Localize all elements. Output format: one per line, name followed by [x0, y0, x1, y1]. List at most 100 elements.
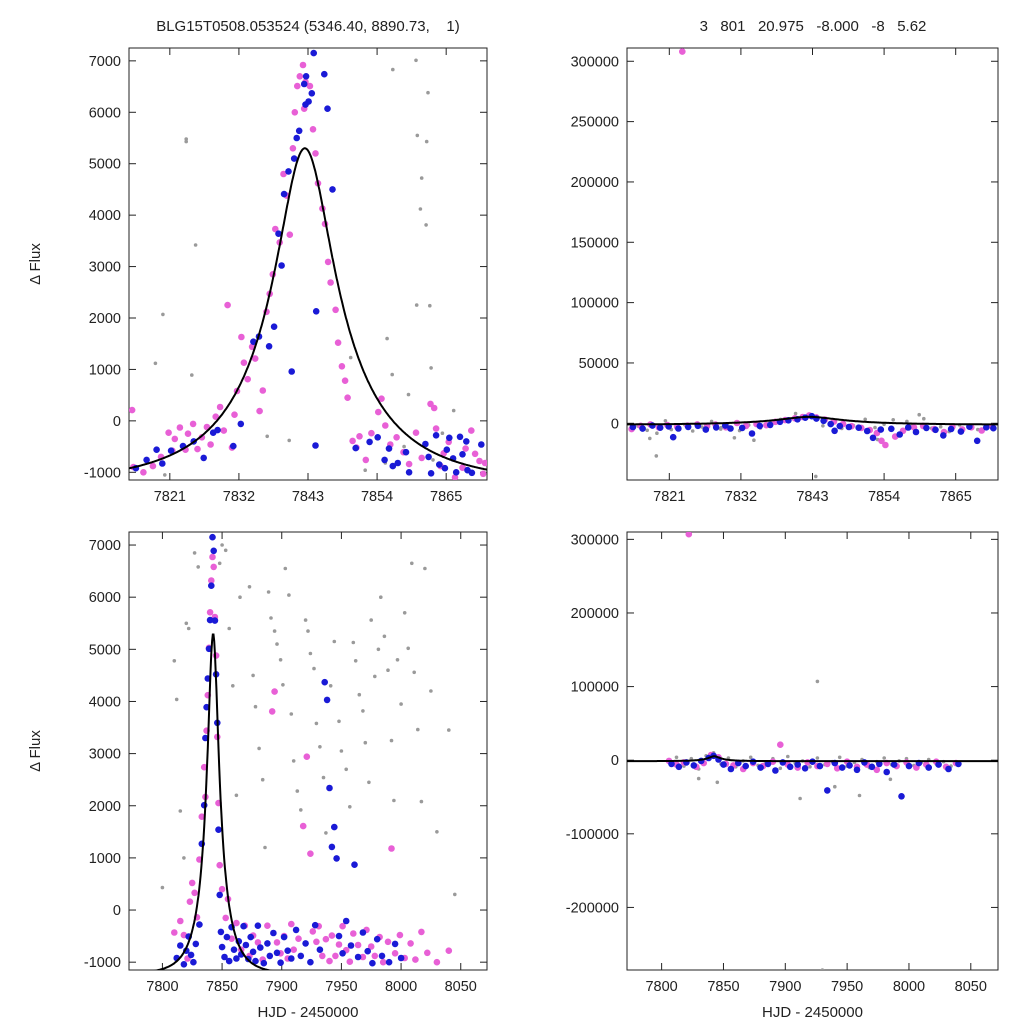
- data-point: [374, 434, 382, 441]
- data-point: [280, 170, 287, 178]
- data-point: [833, 765, 841, 772]
- data-point: [302, 940, 309, 947]
- data-point: [215, 826, 222, 833]
- data-point: [303, 753, 311, 760]
- x-tick-label: 7950: [325, 979, 357, 995]
- data-point: [275, 230, 282, 237]
- data-point: [327, 279, 334, 286]
- data-point: [905, 762, 913, 770]
- data-point: [237, 420, 245, 428]
- data-point: [869, 434, 877, 442]
- data-point: [824, 787, 831, 794]
- data-point: [794, 761, 801, 768]
- y-tick-label: 100000: [571, 680, 619, 696]
- data-point: [218, 885, 226, 893]
- data-point: [414, 303, 419, 307]
- x-tick-label: 7854: [361, 489, 393, 505]
- data-point: [459, 464, 466, 472]
- data-point: [957, 428, 965, 435]
- data-point: [381, 456, 388, 464]
- data-point: [254, 939, 262, 946]
- data-point: [748, 430, 756, 437]
- panel-top-left: -1000 0 1000 2000 3000 4000 5000 6000 7000 7821 78…: [27, 47, 488, 505]
- data-point: [385, 445, 393, 452]
- data-point: [912, 428, 920, 436]
- y-tick-label: -100000: [566, 827, 619, 843]
- data-point: [732, 436, 737, 440]
- data-point: [196, 921, 203, 928]
- y-tick-label: 2000: [89, 311, 121, 327]
- data-point: [359, 929, 367, 936]
- data-point: [423, 566, 427, 571]
- data-point: [240, 922, 247, 930]
- data-point: [280, 933, 288, 941]
- model-curve: [627, 755, 998, 763]
- data-point: [766, 421, 774, 429]
- data-point: [772, 767, 779, 774]
- data-point: [231, 411, 238, 419]
- data-point: [249, 948, 257, 956]
- data-point: [277, 959, 284, 966]
- data-point: [430, 404, 438, 412]
- data-point: [238, 595, 242, 599]
- data-point: [399, 702, 403, 706]
- data-point: [324, 258, 332, 266]
- data-point: [159, 460, 166, 467]
- series-magenta: [628, 48, 996, 449]
- data-point: [305, 98, 312, 105]
- data-point: [779, 759, 787, 766]
- data-point: [216, 403, 224, 411]
- data-point: [291, 109, 299, 116]
- y-tick-label: 3000: [89, 747, 121, 763]
- data-point: [208, 577, 215, 584]
- series-blue: [668, 752, 962, 800]
- data-point: [696, 776, 701, 781]
- data-point: [456, 433, 464, 441]
- data-point: [312, 442, 319, 449]
- panel-bottom-left: -1000 0 1000 2000 3000 4000 5000 6000 7000 7800 78…: [27, 531, 488, 1021]
- data-point: [143, 456, 150, 464]
- data-point: [253, 704, 258, 709]
- data-point: [326, 957, 333, 965]
- data-point: [220, 427, 228, 434]
- y-tick-label: 7000: [89, 54, 121, 70]
- data-point: [429, 366, 433, 370]
- data-point: [878, 437, 885, 445]
- data-point: [752, 438, 756, 443]
- data-point: [479, 470, 487, 478]
- data-point: [816, 762, 824, 770]
- data-point: [702, 426, 710, 433]
- data-point: [254, 922, 262, 929]
- panel-bottom-right: -200000 -100000 0 100000 200000 300000 7800 785…: [566, 531, 999, 1021]
- data-point: [463, 438, 470, 445]
- data-point: [230, 442, 237, 450]
- data-point: [406, 392, 411, 397]
- data-point: [938, 424, 943, 429]
- data-point: [883, 768, 890, 776]
- data-point: [663, 419, 668, 423]
- data-point: [973, 437, 981, 445]
- data-point: [332, 639, 337, 644]
- data-point: [341, 377, 349, 385]
- data-point: [273, 939, 281, 946]
- data-point: [198, 813, 206, 820]
- data-point: [412, 956, 419, 963]
- data-point: [385, 958, 393, 966]
- x-tick-label: 7854: [868, 489, 900, 505]
- data-point: [373, 935, 381, 943]
- data-point: [648, 436, 652, 441]
- data-point: [367, 780, 371, 785]
- data-point: [313, 938, 320, 946]
- data-point: [269, 616, 273, 620]
- data-point: [265, 343, 273, 350]
- model-curve: [153, 633, 273, 970]
- data-point: [481, 459, 487, 467]
- data-point: [476, 457, 483, 465]
- data-point: [302, 73, 310, 80]
- data-point: [820, 968, 825, 970]
- data-point: [332, 306, 339, 314]
- x-tick-label: 8050: [955, 979, 987, 995]
- data-point: [359, 953, 367, 961]
- data-point: [217, 561, 222, 566]
- data-point: [270, 323, 278, 331]
